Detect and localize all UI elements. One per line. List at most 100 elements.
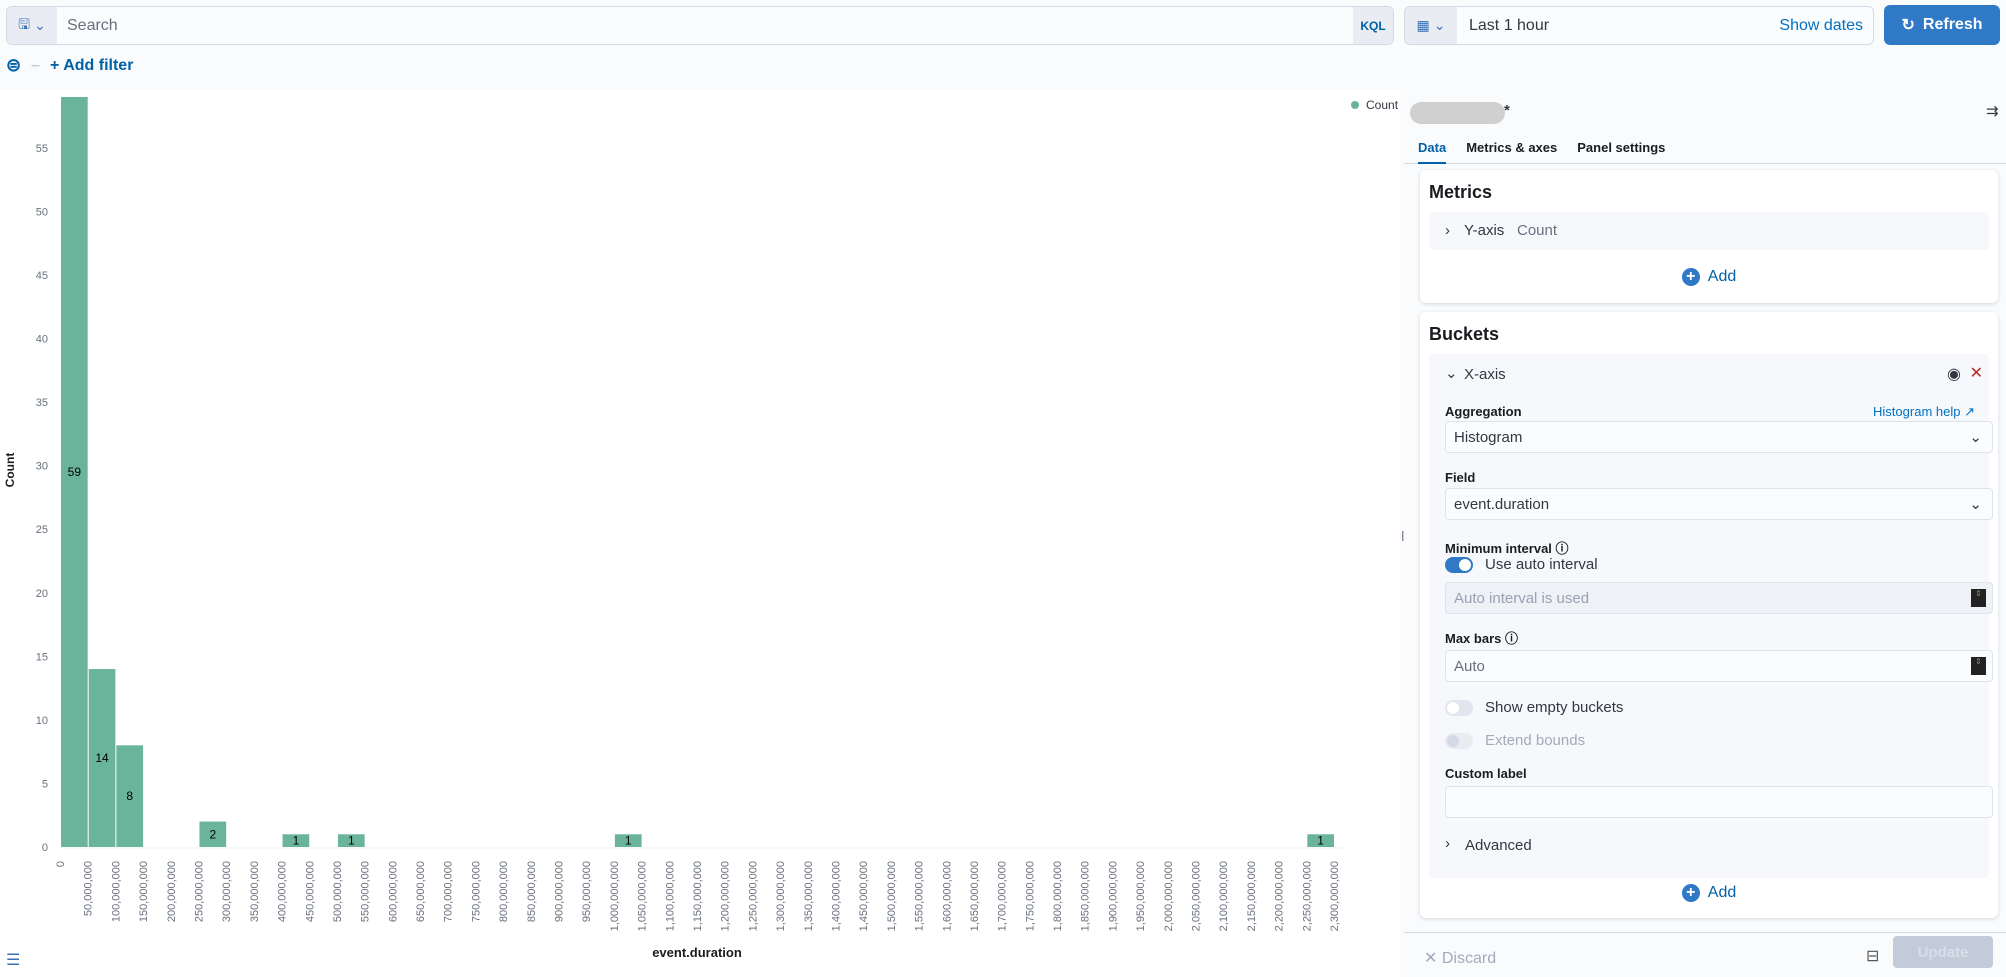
x-tick-label: 800,000,000: [498, 861, 510, 922]
list-icon[interactable]: ☰: [6, 952, 21, 969]
histogram-bar[interactable]: [116, 745, 144, 847]
metrics-card: Metrics › Y-axis Count + Add: [1420, 170, 1998, 303]
chevron-right-icon[interactable]: ›: [1445, 835, 1450, 852]
custom-label-input[interactable]: [1445, 786, 1993, 818]
histogram-bar[interactable]: [337, 834, 365, 847]
histogram-bar[interactable]: [199, 821, 227, 847]
refresh-button[interactable]: ↻ Refresh: [1884, 5, 2000, 45]
show-dates-link[interactable]: Show dates: [1779, 16, 1863, 34]
help-icon[interactable]: ⓘ: [1505, 631, 1519, 646]
chevron-right-icon[interactable]: ›: [1445, 222, 1450, 239]
x-tick-label: 750,000,000: [470, 861, 482, 922]
metric-y-axis-item[interactable]: › Y-axis Count: [1429, 212, 1989, 250]
stepper-icon: ⇕: [1971, 589, 1986, 607]
max-bars-text: Max bars: [1445, 631, 1502, 646]
x-tick-label: 1,600,000,000: [941, 861, 953, 931]
extend-bounds-label: Extend bounds: [1485, 732, 1586, 749]
x-tick-label: 1,350,000,000: [803, 861, 815, 931]
max-bars-input[interactable]: Auto ⇕: [1445, 650, 1993, 682]
close-icon: ✕: [1424, 950, 1438, 967]
add-bucket-button[interactable]: + Add: [1420, 884, 1998, 902]
eye-icon[interactable]: ◉: [1947, 366, 1961, 383]
x-tick-label: 2,000,000,000: [1163, 861, 1175, 931]
remove-icon[interactable]: ✕: [1969, 365, 1983, 382]
x-tick-label: 900,000,000: [554, 861, 566, 922]
kql-language-button[interactable]: KQL: [1353, 7, 1393, 44]
x-tick-label: 700,000,000: [443, 861, 455, 922]
tab-metrics-axes[interactable]: Metrics & axes: [1466, 140, 1558, 155]
refresh-label: Refresh: [1922, 16, 1983, 33]
extend-bounds-toggle: [1445, 733, 1473, 749]
search-input[interactable]: Search: [67, 16, 118, 34]
y-tick-label: 10: [36, 715, 48, 727]
date-picker: ▦ ⌄ Last 1 hour Show dates: [1404, 6, 1874, 45]
histogram-bar[interactable]: [88, 669, 116, 847]
field-label: Field: [1445, 470, 1476, 485]
histogram-bar[interactable]: [614, 834, 642, 847]
tab-panel-settings[interactable]: Panel settings: [1577, 140, 1666, 155]
stepper-icon[interactable]: ⇕: [1971, 657, 1986, 675]
x-tick-label: 1,200,000,000: [720, 861, 732, 931]
show-empty-buckets-toggle[interactable]: [1445, 700, 1473, 716]
add-label: Add: [1707, 884, 1737, 901]
histogram-bar[interactable]: [61, 97, 88, 847]
histogram-bar[interactable]: [1307, 834, 1334, 847]
chevron-down-icon: ⌄: [34, 17, 46, 33]
x-tick-label: 2,300,000,000: [1329, 861, 1341, 931]
resize-handle[interactable]: ‖: [1401, 528, 1407, 544]
x-tick-label: 2,050,000,000: [1191, 861, 1203, 931]
update-button: Update: [1893, 936, 1993, 968]
bar-value-label: 1: [625, 834, 632, 848]
histogram-bar[interactable]: [282, 834, 310, 847]
discard-button[interactable]: ✕ Discard: [1424, 948, 1496, 968]
collapse-panel-icon[interactable]: ⇉: [1986, 103, 1999, 120]
x-tick-label: 1,850,000,000: [1080, 861, 1092, 931]
x-tick-label: 1,650,000,000: [969, 861, 981, 931]
advanced-toggle[interactable]: Advanced: [1465, 837, 1532, 854]
auto-interval-label: Use auto interval: [1485, 556, 1598, 573]
filter-menu-icon[interactable]: ⊜: [6, 55, 22, 75]
x-tick-label: 1,250,000,000: [747, 861, 759, 931]
chevron-down-icon[interactable]: ⌄: [1445, 365, 1458, 382]
x-tick-label: 650,000,000: [415, 861, 427, 922]
show-empty-label: Show empty buckets: [1485, 699, 1624, 716]
saved-query-button[interactable]: 🖫 ⌄: [7, 7, 57, 44]
max-bars-label: Max bars ⓘ: [1445, 628, 1518, 647]
max-bars-placeholder: Auto: [1454, 657, 1485, 675]
y-tick-label: 50: [36, 206, 48, 218]
x-tick-label: 350,000,000: [249, 861, 261, 922]
x-tick-label: 2,150,000,000: [1246, 861, 1258, 931]
bar-value-label: 8: [126, 789, 133, 803]
x-tick-label: 1,800,000,000: [1052, 861, 1064, 931]
bar-value-label: 1: [1317, 834, 1324, 848]
x-tick-label: 1,100,000,000: [664, 861, 676, 931]
auto-interval-toggle[interactable]: [1445, 557, 1473, 573]
x-tick-label: 200,000,000: [166, 861, 178, 922]
x-tick-label: 450,000,000: [304, 861, 316, 922]
add-metric-button[interactable]: + Add: [1420, 268, 1998, 286]
help-icon[interactable]: ⓘ: [1555, 541, 1569, 556]
add-filter-button[interactable]: + Add filter: [50, 56, 134, 74]
discard-label: Discard: [1441, 950, 1497, 967]
x-tick-label: 2,250,000,000: [1301, 861, 1313, 931]
plus-circle-icon: +: [1681, 884, 1700, 902]
x-tick-label: 250,000,000: [193, 861, 205, 922]
x-axis-title: event.duration: [652, 945, 742, 960]
legend-item-count[interactable]: Count: [1366, 98, 1399, 112]
y-tick-label: 0: [42, 842, 48, 854]
aggregation-select[interactable]: Histogram ⌄: [1445, 421, 1993, 453]
field-select[interactable]: event.duration ⌄: [1445, 488, 1993, 520]
footer-divider: [1404, 932, 2006, 933]
tab-data[interactable]: Data: [1418, 134, 1447, 164]
add-panel-icon[interactable]: ⊟: [1866, 948, 1880, 965]
y-tick-label: 35: [36, 397, 48, 409]
unsaved-marker: *: [1504, 102, 1510, 119]
quick-menu-button[interactable]: ▦ ⌄: [1405, 7, 1457, 44]
bucket-x-axis-item: ⌄ X-axis ◉ ✕ Aggregation Histogram help …: [1429, 354, 1993, 878]
histogram-help-link[interactable]: Histogram help ↗: [1873, 404, 1975, 420]
histogram-chart: Count event.duration Count 0510152025303…: [3, 97, 1399, 960]
save-icon: 🖫: [18, 15, 31, 32]
time-range[interactable]: Last 1 hour: [1469, 16, 1550, 34]
bar-value-label: 1: [293, 834, 300, 848]
chevron-down-icon: ⌄: [1969, 429, 1982, 446]
